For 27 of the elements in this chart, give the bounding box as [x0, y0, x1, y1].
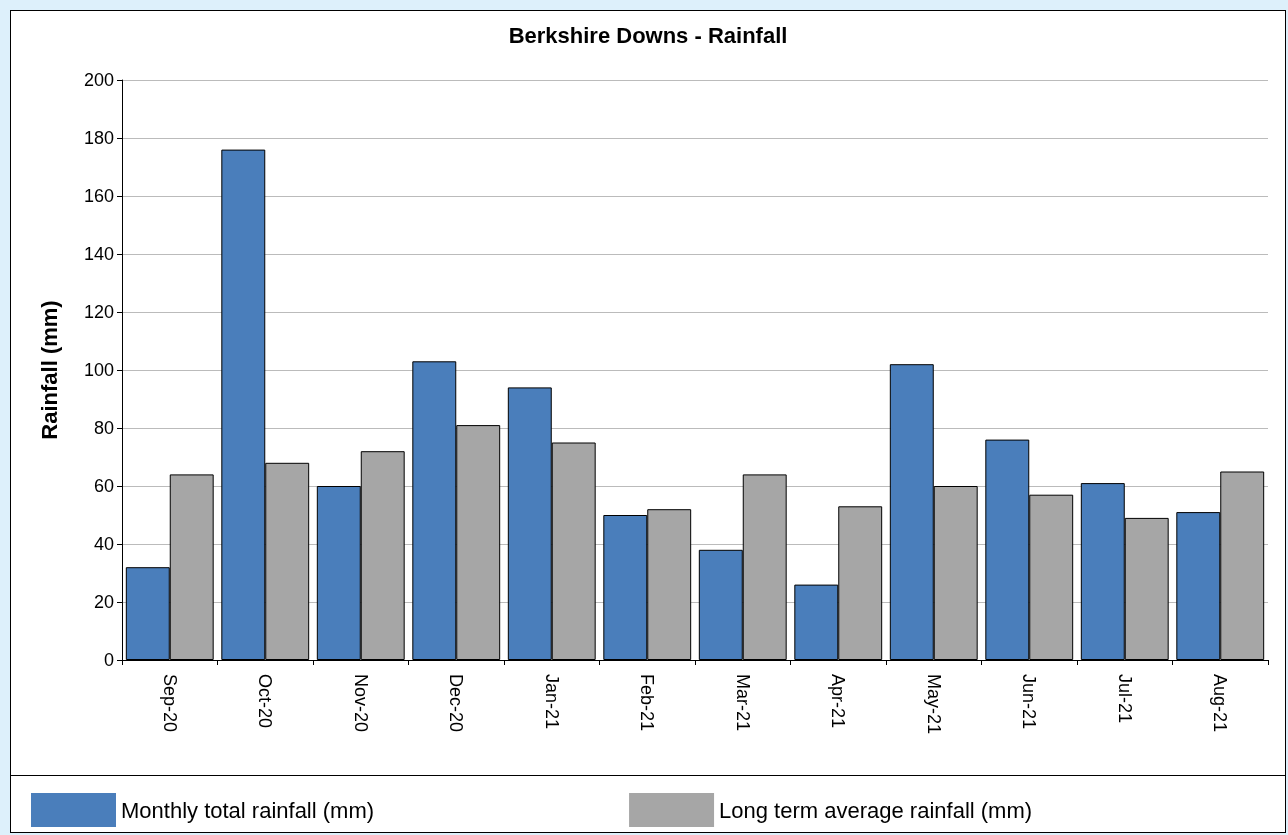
x-tick-label: Sep-20 [159, 674, 180, 733]
x-tick-label: Oct-20 [255, 674, 276, 729]
x-tick-label: Feb-21 [637, 674, 658, 732]
y-tick-label: 40 [93, 534, 114, 554]
y-tick-label: 0 [103, 650, 114, 670]
y-tick-label: 60 [93, 476, 114, 496]
x-tick-label: May-21 [923, 674, 944, 735]
chart-title: Berkshire Downs - Rainfall [508, 22, 788, 48]
y-tick-label: 100 [83, 360, 114, 380]
x-tick-label: Dec-20 [446, 674, 467, 733]
x-tick-label: Jan-21 [541, 674, 562, 730]
legend-label: Long term average rainfall (mm) [719, 797, 1033, 823]
x-tick-label: Jun-21 [1019, 674, 1040, 730]
y-tick-label: 140 [83, 244, 114, 264]
x-tick-label: Aug-21 [1210, 674, 1231, 733]
y-tick-label: 160 [83, 186, 114, 206]
y-tick-label: 200 [83, 70, 114, 90]
x-tick-label: Nov-20 [350, 674, 371, 733]
y-tick-label: 180 [83, 128, 114, 148]
y-tick-label: 80 [93, 418, 114, 438]
y-tick-label: 20 [93, 592, 114, 612]
legend-label: Monthly total rainfall (mm) [121, 797, 375, 823]
y-axis-title: Rainfall (mm) [36, 300, 62, 440]
x-tick-label: Apr-21 [828, 674, 849, 729]
x-tick-label: Jul-21 [1114, 674, 1135, 724]
x-tick-label: Mar-21 [732, 674, 753, 732]
y-tick-label: 120 [83, 302, 114, 322]
